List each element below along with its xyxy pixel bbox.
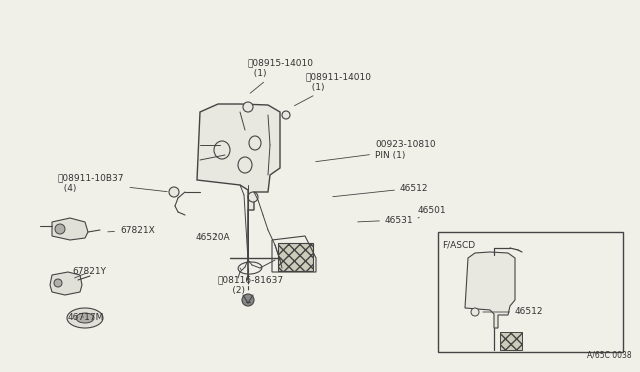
Text: 46501: 46501 bbox=[418, 205, 447, 218]
Text: ⓝ08911-10B37
  (4): ⓝ08911-10B37 (4) bbox=[58, 173, 167, 193]
Bar bbox=[500, 332, 522, 350]
Polygon shape bbox=[52, 218, 88, 240]
Text: ⓝ08915-14010
  (1): ⓝ08915-14010 (1) bbox=[248, 58, 314, 93]
Polygon shape bbox=[465, 252, 515, 328]
Ellipse shape bbox=[471, 308, 479, 316]
Text: 46520A: 46520A bbox=[196, 232, 230, 241]
Ellipse shape bbox=[55, 224, 65, 234]
Ellipse shape bbox=[169, 187, 179, 197]
Polygon shape bbox=[197, 104, 280, 210]
Text: 67821Y: 67821Y bbox=[72, 267, 106, 278]
Text: Ⓓ08116-81637
     (2): Ⓓ08116-81637 (2) bbox=[218, 268, 284, 295]
Text: 46512: 46512 bbox=[333, 183, 429, 197]
Ellipse shape bbox=[282, 111, 290, 119]
Ellipse shape bbox=[67, 308, 103, 328]
Bar bbox=[438, 232, 623, 352]
Polygon shape bbox=[50, 272, 82, 295]
Text: ⓝ08911-14010
  (1): ⓝ08911-14010 (1) bbox=[294, 72, 372, 106]
Ellipse shape bbox=[242, 294, 254, 306]
Ellipse shape bbox=[76, 313, 94, 323]
Ellipse shape bbox=[54, 279, 62, 287]
Ellipse shape bbox=[248, 192, 258, 202]
Text: 46512: 46512 bbox=[483, 308, 543, 317]
Text: A/65C 0038: A/65C 0038 bbox=[588, 351, 632, 360]
Text: F/ASCD: F/ASCD bbox=[442, 240, 475, 249]
Text: 67821X: 67821X bbox=[108, 225, 155, 234]
Text: 00923-10810
PIN (1): 00923-10810 PIN (1) bbox=[316, 140, 436, 162]
Bar bbox=[278, 243, 313, 271]
Text: 46531: 46531 bbox=[358, 215, 413, 224]
Ellipse shape bbox=[243, 102, 253, 112]
Text: 46717M: 46717M bbox=[68, 314, 104, 323]
